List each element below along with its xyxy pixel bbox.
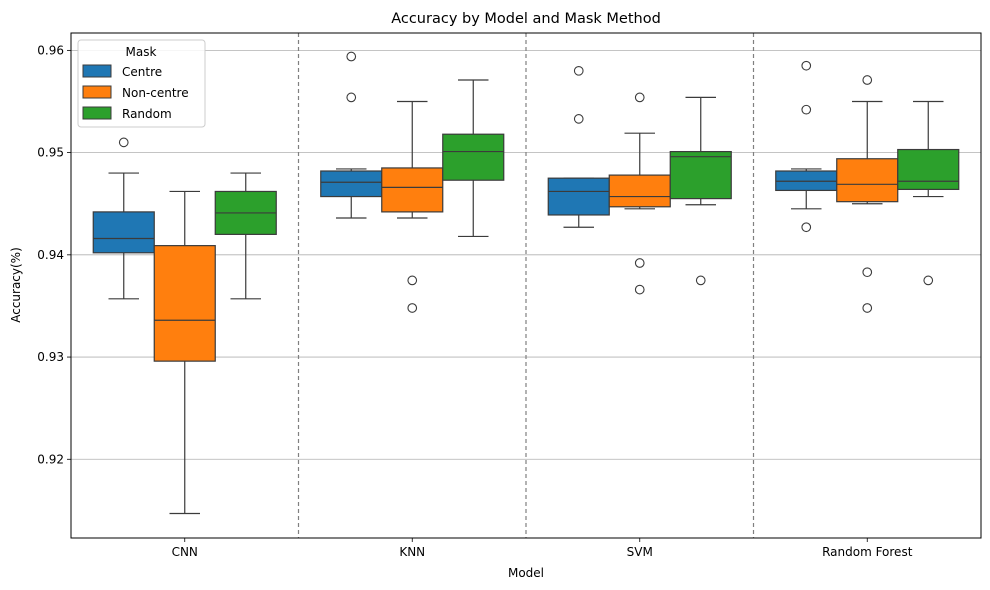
- outlier-point: [862, 267, 873, 278]
- x-tick-label: KNN: [399, 545, 425, 559]
- box-iqr: [897, 148, 960, 191]
- legend-title: Mask: [126, 45, 157, 59]
- legend-label-non-centre: Non-centre: [122, 86, 189, 100]
- x-axis: CNN KNN SVM Random Forest: [172, 538, 913, 559]
- box-non-centre-knn: [381, 100, 444, 313]
- box-centre-cnn: [92, 137, 155, 300]
- box-series: [92, 51, 960, 515]
- outlier-point: [801, 104, 812, 115]
- outlier-point: [407, 275, 418, 286]
- box-random-svm: [669, 96, 732, 286]
- box-iqr: [320, 170, 383, 198]
- box-iqr: [381, 167, 444, 213]
- legend-label-random: Random: [122, 107, 172, 121]
- y-tick-label: 0.92: [37, 452, 64, 466]
- chart-title: Accuracy by Model and Mask Method: [391, 11, 661, 27]
- outlier-point: [695, 275, 706, 286]
- box-non-centre-svm: [608, 92, 671, 295]
- y-tick-label: 0.94: [37, 248, 64, 262]
- legend-frame: [77, 39, 206, 128]
- outlier-point: [573, 114, 584, 124]
- outlier-point: [801, 60, 812, 71]
- box-iqr: [608, 174, 671, 208]
- box-random-cnn: [214, 172, 277, 300]
- box-centre-svm: [547, 65, 610, 228]
- plot-frame: [70, 32, 982, 539]
- outlier-point: [118, 137, 129, 148]
- x-tick-label: SVM: [627, 545, 653, 559]
- category-separators: [297, 33, 755, 538]
- legend: Mask Centre Non-centre Random: [77, 39, 206, 128]
- box-iqr: [669, 150, 732, 200]
- legend-swatch-random: [82, 106, 112, 120]
- outlier-point: [573, 65, 584, 76]
- y-tick-label: 0.93: [37, 350, 64, 364]
- box-iqr: [836, 158, 899, 203]
- y-axis: 0.92 0.93 0.94 0.95 0.96: [37, 43, 71, 466]
- box-random-knn: [442, 79, 505, 238]
- x-axis-label: Model: [508, 566, 544, 580]
- y-axis-label: Accuracy(%): [9, 247, 23, 323]
- y-tick-label: 0.95: [37, 146, 64, 160]
- legend-items: Centre Non-centre Random: [82, 64, 189, 121]
- box-random-random-forest: [897, 100, 960, 286]
- box-centre-random-forest: [775, 60, 838, 233]
- outlier-point: [407, 303, 418, 313]
- legend-swatch-centre: [82, 64, 112, 78]
- outlier-point: [634, 92, 645, 103]
- box-iqr: [153, 245, 216, 362]
- y-tick-label: 0.96: [37, 43, 64, 57]
- box-iqr: [547, 177, 610, 216]
- outlier-point: [801, 222, 812, 233]
- outlier-point: [862, 75, 873, 85]
- box-non-centre-random-forest: [836, 75, 899, 313]
- outlier-point: [346, 92, 357, 103]
- outlier-point: [634, 284, 645, 295]
- outlier-point: [346, 51, 357, 62]
- outlier-point: [634, 258, 645, 268]
- outlier-point: [862, 303, 873, 313]
- legend-swatch-non-centre: [82, 85, 112, 99]
- x-tick-label: CNN: [172, 545, 198, 559]
- box-iqr: [92, 211, 155, 254]
- x-tick-label: Random Forest: [822, 545, 913, 559]
- box-centre-knn: [320, 51, 383, 219]
- box-iqr: [442, 133, 505, 181]
- outlier-point: [923, 275, 934, 286]
- box-non-centre-cnn: [153, 190, 216, 515]
- legend-label-centre: Centre: [122, 65, 162, 79]
